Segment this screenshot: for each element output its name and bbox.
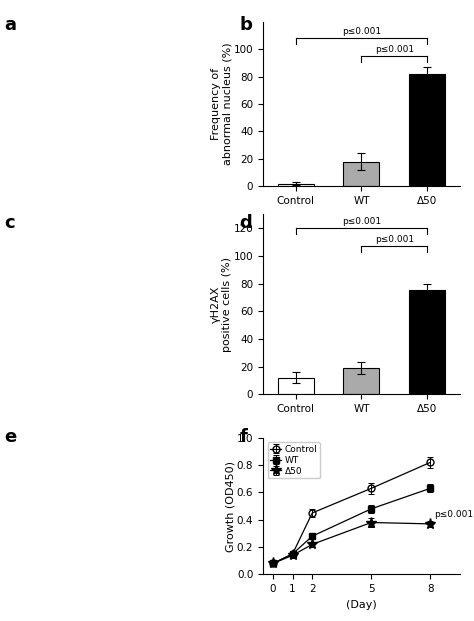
Y-axis label: γH2AX
positive cells (%): γH2AX positive cells (%): [210, 257, 232, 351]
Y-axis label: Growth (OD450): Growth (OD450): [226, 461, 236, 551]
Text: e: e: [5, 428, 17, 446]
Text: f: f: [239, 428, 247, 446]
Text: p≤0.001: p≤0.001: [342, 217, 381, 226]
Text: p≤0.001: p≤0.001: [434, 510, 474, 519]
Bar: [343, 161, 380, 186]
X-axis label: (Day): (Day): [346, 600, 377, 610]
Bar: [409, 291, 445, 394]
Bar: [343, 368, 380, 394]
Bar: [278, 184, 314, 186]
Text: d: d: [239, 214, 252, 232]
Text: c: c: [5, 214, 15, 232]
Text: p≤0.001: p≤0.001: [374, 45, 414, 54]
Y-axis label: Frequency of
abnormal nucleus (%): Frequency of abnormal nucleus (%): [211, 43, 232, 165]
Bar: [278, 378, 314, 394]
Legend: Control, WT, Δ50: Control, WT, Δ50: [268, 442, 320, 478]
Text: b: b: [239, 16, 252, 34]
Text: p≤0.001: p≤0.001: [374, 235, 414, 244]
Bar: [409, 74, 445, 186]
Text: a: a: [5, 16, 17, 34]
Text: p≤0.001: p≤0.001: [342, 27, 381, 36]
